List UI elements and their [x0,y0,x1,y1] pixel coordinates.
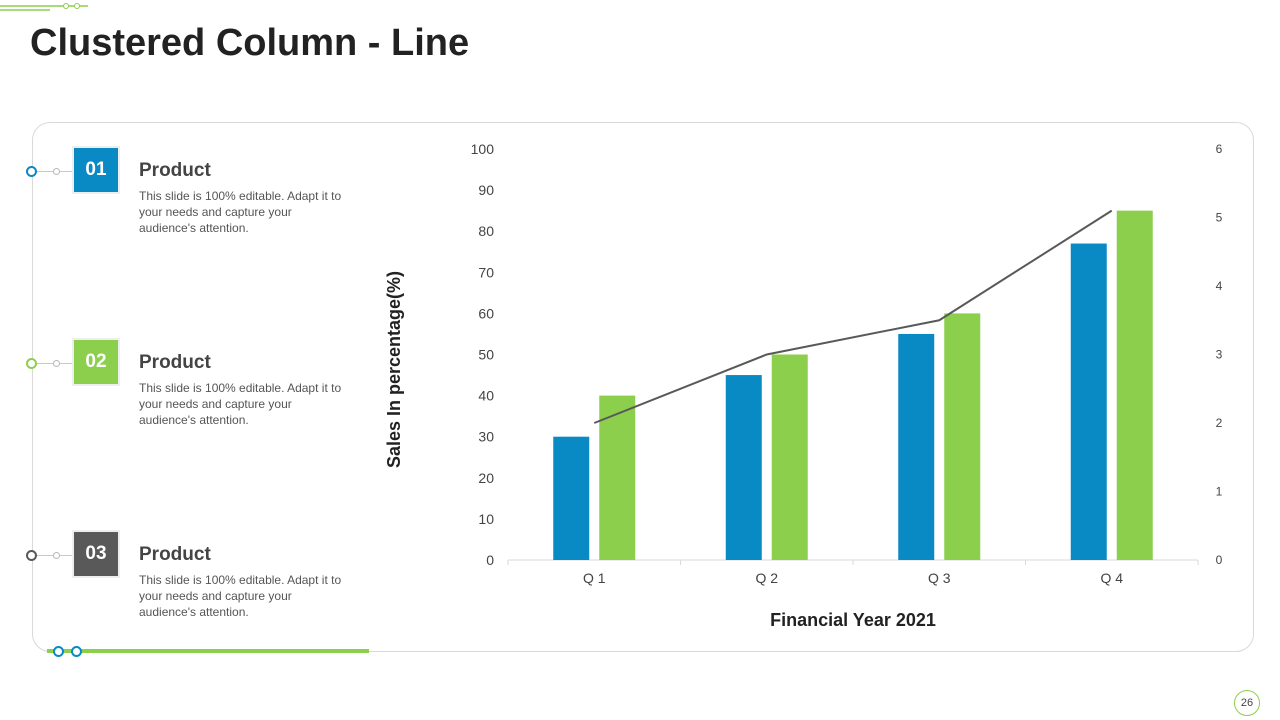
x-tick-label: Q 4 [1100,570,1123,586]
y-tick-label: 60 [478,305,494,321]
y2-tick-label: 1 [1216,485,1223,499]
product-number-badge: 01 [74,148,118,192]
y2-tick-label: 4 [1216,279,1223,293]
bar-blue [725,375,762,560]
product-item-3: 03 Product This slide is 100% editable. … [26,532,391,632]
series-line [593,209,1113,424]
product-description: This slide is 100% editable. Adapt it to… [139,189,342,235]
y-tick-label: 70 [478,264,494,280]
bar-blue [1070,243,1107,560]
bar-green [771,354,808,560]
y-tick-label: 40 [478,388,494,404]
product-description: This slide is 100% editable. Adapt it to… [139,573,342,619]
bar-green [944,313,981,560]
product-item-1: 01 Product This slide is 100% editable. … [26,148,391,248]
bottom-accent-line [47,649,369,653]
product-description: This slide is 100% editable. Adapt it to… [139,381,342,427]
bar-green [599,395,636,560]
bar-blue [898,333,935,560]
x-axis-title: Financial Year 2021 [770,610,936,630]
bottom-dot [53,646,64,657]
page-title: Clustered Column - Line [30,22,470,64]
y2-tick-label: 6 [1216,142,1223,156]
y-tick-label: 0 [486,552,494,568]
y-tick-label: 30 [478,429,494,445]
top-decoration [0,3,88,11]
y2-tick-label: 3 [1216,348,1223,362]
y-tick-label: 100 [471,141,495,157]
content-panel [32,122,1254,652]
x-tick-label: Q 2 [755,570,778,586]
clustered-column-line-chart: 0 10 20 30 40 50 60 70 80 90 100 0 1 2 3 4 5 6 Q 1 Q 2 Q 3 Q … [384,141,1223,630]
y-tick-label: 80 [478,223,494,239]
x-tick-label: Q 3 [928,570,951,586]
product-heading: Product [139,352,211,373]
y-tick-label: 50 [478,347,494,363]
y-tick-label: 20 [478,470,494,486]
product-number-badge: 02 [74,340,118,384]
connector-dot [53,360,60,367]
timeline-dot [26,358,37,369]
bar-blue [553,436,590,560]
product-heading: Product [139,160,211,181]
connector-dot [53,168,60,175]
y-tick-label: 10 [478,511,494,527]
x-tick-label: Q 1 [583,570,606,586]
y-tick-label: 90 [478,182,494,198]
product-item-2: 02 Product This slide is 100% editable. … [26,340,391,440]
product-heading: Product [139,544,211,565]
page-number: 26 [1234,690,1260,716]
bottom-dot [71,646,82,657]
y2-tick-label: 5 [1216,211,1223,225]
y-axis-title: Sales In percentage(%) [384,271,404,468]
y2-tick-label: 2 [1216,416,1223,430]
y2-tick-label: 0 [1216,553,1223,567]
timeline-dot [26,166,37,177]
bar-green [1116,210,1153,560]
product-number-badge: 03 [74,532,118,576]
timeline-dot [26,550,37,561]
connector-dot [53,552,60,559]
